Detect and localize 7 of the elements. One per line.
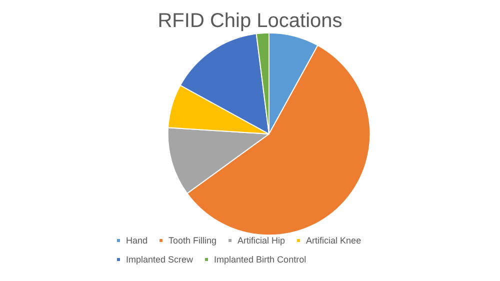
legend-label: Artificial Knee (306, 236, 362, 246)
legend-label: Tooth Filling (168, 236, 217, 246)
legend-label: Artificial Hip (238, 236, 286, 246)
legend-label: Hand (126, 236, 148, 246)
chart-title: RFID Chip Locations (158, 10, 342, 32)
legend-label: Implanted Birth Control (214, 254, 306, 264)
legend-label: Implanted Screw (126, 254, 194, 264)
